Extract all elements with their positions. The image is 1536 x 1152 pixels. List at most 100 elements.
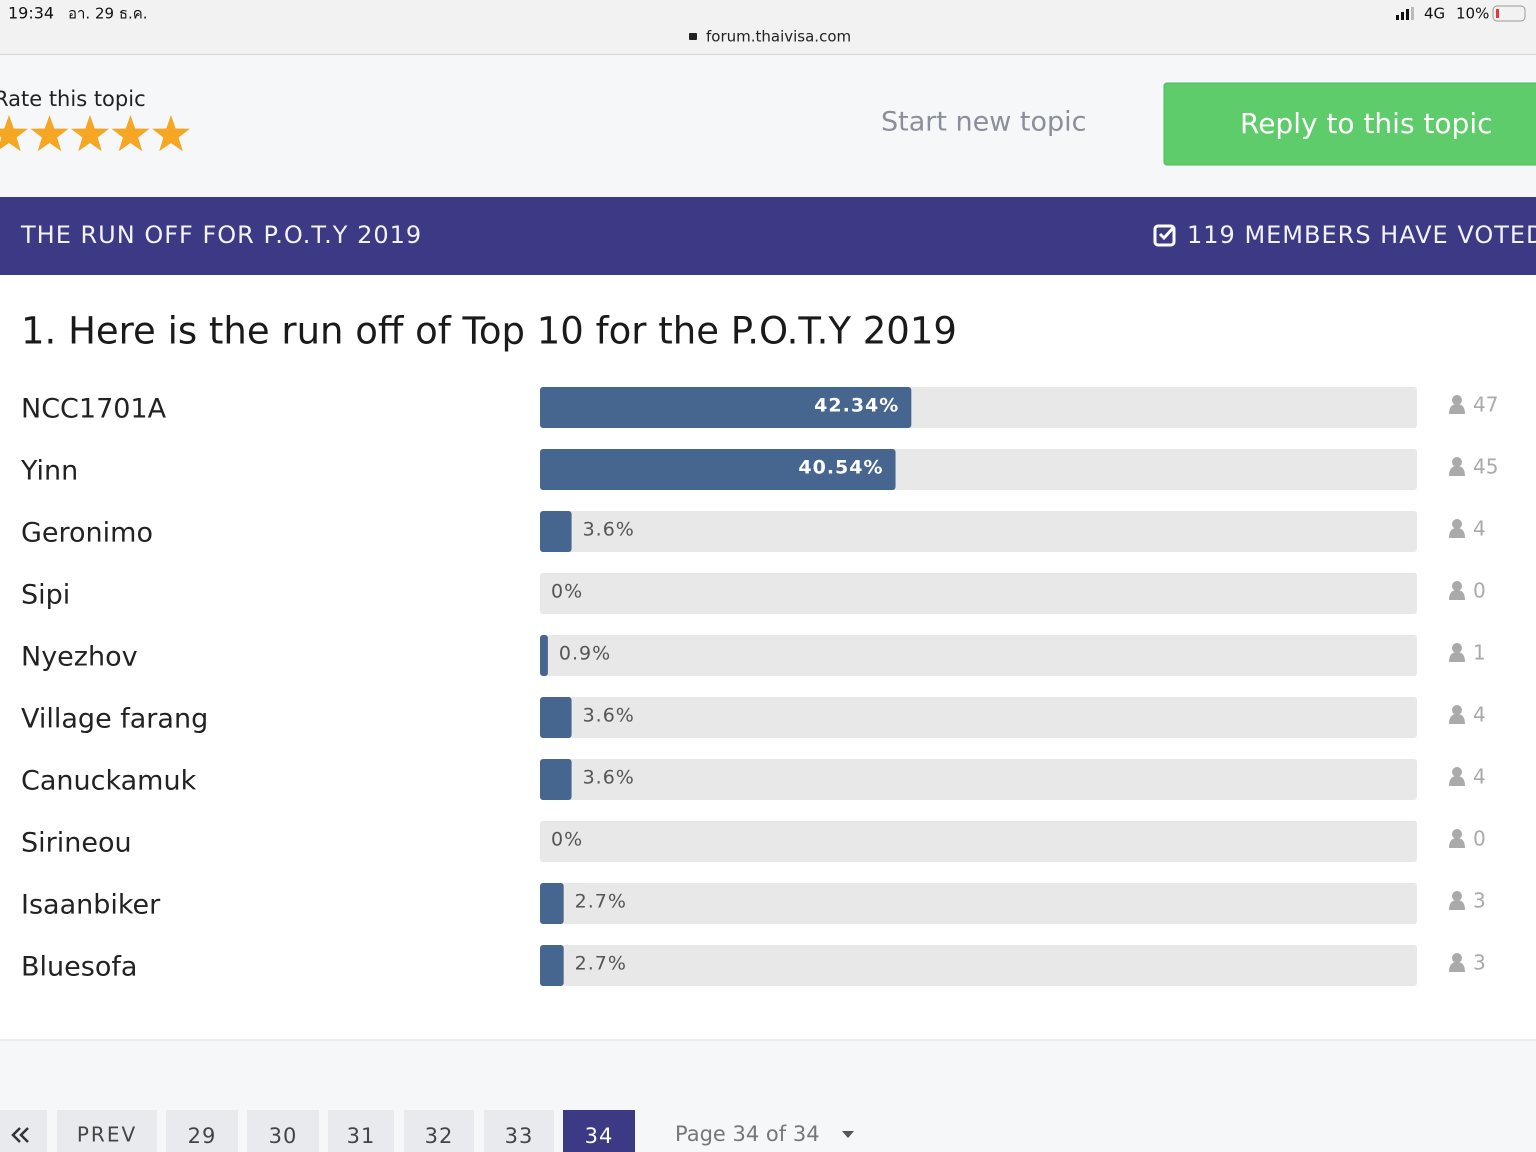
icon-head (1452, 457, 1462, 467)
page-button[interactable] (247, 1110, 319, 1152)
dropdown-caret[interactable] (842, 1131, 854, 1138)
bar-fill (540, 449, 896, 490)
time: 19:34 (8, 4, 54, 23)
bar-track (540, 821, 1417, 862)
percent-label: 0% (551, 581, 583, 603)
option-name: Village farang (21, 704, 208, 735)
icon-head (1452, 395, 1462, 405)
icon-body (1449, 528, 1465, 538)
icon-head (1452, 829, 1462, 839)
lock-icon (689, 33, 697, 40)
option-name: Yinn (20, 456, 78, 487)
option-name: Bluesofa (21, 952, 137, 983)
percent-label: 0% (551, 829, 583, 851)
vote-count: 3 (1473, 889, 1486, 913)
battery-level (1496, 9, 1499, 18)
percent-label: 3.6% (583, 705, 635, 727)
bar-fill (540, 511, 572, 552)
icon-body (1449, 900, 1465, 910)
page-button[interactable] (328, 1110, 394, 1152)
option-name: Sirineou (21, 828, 132, 859)
vote-count: 0 (1473, 827, 1486, 851)
vote-count: 4 (1473, 703, 1486, 727)
voter-icon (1449, 643, 1465, 662)
check-icon (1153, 224, 1176, 247)
icon-head (1452, 767, 1462, 777)
icon-body (1449, 404, 1465, 414)
bar-track (540, 697, 1417, 738)
reply-label[interactable]: Reply to this topic (1240, 107, 1493, 140)
bar-track (540, 573, 1417, 614)
percent-label: 40.54% (798, 457, 883, 479)
voter-icon (1449, 581, 1465, 600)
page-number[interactable]: 29 (188, 1124, 217, 1148)
status-bar (0, 0, 1536, 54)
icon-body (1449, 838, 1465, 848)
bar-fill (540, 759, 572, 800)
star[interactable] (152, 115, 190, 152)
battery-icon (1492, 5, 1526, 22)
vote-count: 3 (1473, 951, 1486, 975)
percent-label: 0.9% (559, 643, 611, 665)
url[interactable]: forum.thaivisa.com (706, 28, 851, 46)
page-button[interactable] (166, 1110, 238, 1152)
poll-options: NCC1701A 42.34% 47 Yinn 40.54% 45 Geronimo 3.6%… (20, 387, 1498, 986)
rate-label: Rate this topic (0, 87, 146, 111)
rating-stars[interactable] (0, 115, 190, 152)
voter-icon (1449, 891, 1465, 910)
option-name: Sipi (21, 580, 70, 611)
signal-icon (1396, 7, 1414, 20)
start-new-topic[interactable]: Start new topic (881, 107, 1087, 138)
icon-head (1452, 581, 1462, 591)
page-summary[interactable]: Page 34 of 34 (675, 1122, 820, 1146)
bar-track (540, 759, 1417, 800)
icon-body (1449, 590, 1465, 600)
voter-icon (1449, 829, 1465, 848)
poll-header (0, 197, 1536, 275)
voter-icon (1449, 705, 1465, 724)
voter-icon (1449, 457, 1465, 476)
bar-fill (540, 635, 548, 676)
page-number[interactable]: 30 (269, 1124, 298, 1148)
voter-icon (1449, 395, 1465, 414)
option-name: Geronimo (21, 518, 153, 549)
star[interactable] (111, 115, 150, 152)
percent-label: 42.34% (814, 395, 899, 417)
first-icon[interactable] (11, 1127, 29, 1143)
page-number[interactable]: 32 (425, 1124, 454, 1148)
vote-count: 45 (1473, 455, 1498, 479)
bar-fill (540, 945, 564, 986)
prev-label[interactable]: PREV (77, 1123, 137, 1147)
poll-question: 1. Here is the run off of Top 10 for the… (21, 310, 957, 353)
icon-body (1449, 466, 1465, 476)
option-name: Isaanbiker (21, 890, 161, 921)
page-button[interactable] (484, 1110, 554, 1152)
reply-button[interactable] (1163, 82, 1536, 166)
prev-button[interactable] (57, 1110, 157, 1152)
icon-head (1452, 705, 1462, 715)
star[interactable] (0, 115, 28, 152)
option-name: NCC1701A (21, 394, 167, 425)
icon-body (1449, 962, 1465, 972)
page-number[interactable]: 34 (585, 1124, 614, 1148)
page-button[interactable] (404, 1110, 474, 1152)
icon-body (1449, 652, 1465, 662)
percent-label: 2.7% (575, 891, 627, 913)
date: อา. 29 ธ.ค. (68, 5, 148, 23)
star[interactable] (71, 115, 109, 152)
vote-count: 47 (1473, 393, 1498, 417)
pagination: PREV 29 30 31 32 33 34 Page 34 of 34 (0, 1110, 854, 1152)
bar-fill (540, 697, 572, 738)
network: 4G (1424, 5, 1445, 23)
vote-count: 1 (1473, 641, 1486, 665)
vote-count: 4 (1473, 517, 1486, 541)
percent-label: 3.6% (583, 519, 635, 541)
page-button[interactable] (563, 1110, 635, 1152)
page-number[interactable]: 31 (347, 1124, 376, 1148)
page-number[interactable]: 33 (505, 1124, 534, 1148)
icon-body (1449, 776, 1465, 786)
bar-track (540, 883, 1417, 924)
star[interactable] (30, 115, 69, 152)
bar-track (540, 635, 1417, 676)
